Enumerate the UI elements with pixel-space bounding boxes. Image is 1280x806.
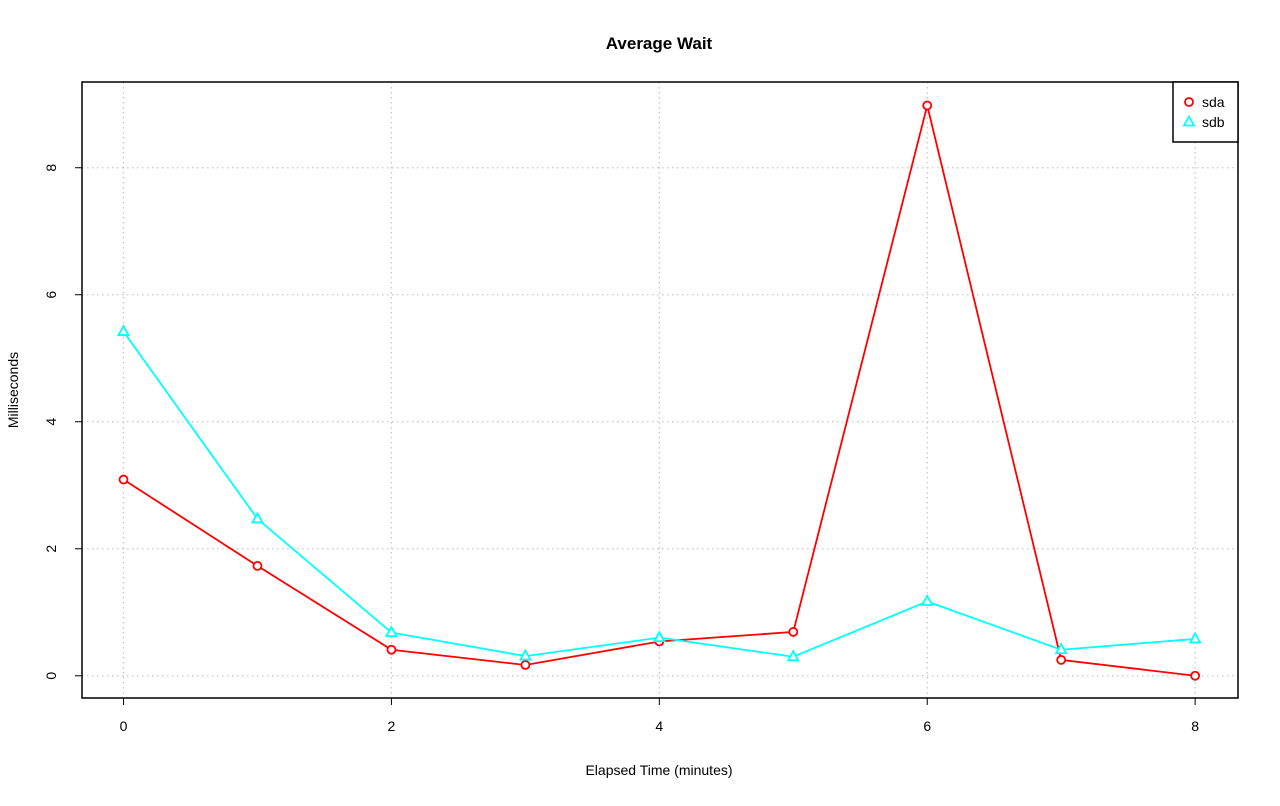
grid <box>82 82 1238 698</box>
data-point-sdb <box>518 648 532 661</box>
x-axis-label: Elapsed Time (minutes) <box>585 762 732 778</box>
data-point-sdb <box>786 649 800 662</box>
data-point-sda <box>118 474 129 485</box>
y-tick-label: 2 <box>43 545 59 553</box>
data-point-sdb <box>920 594 934 606</box>
y-axis-label: Milliseconds <box>5 352 21 428</box>
data-point-sda <box>520 660 531 670</box>
legend-marker-sdb <box>1182 114 1196 127</box>
chart-title: Average Wait <box>606 34 713 53</box>
data-point-sda <box>386 644 397 655</box>
data-point-sda <box>1056 654 1067 665</box>
x-tick-label: 0 <box>120 718 128 734</box>
data-point-sda <box>788 627 799 637</box>
legend-label-sda: sda <box>1202 94 1225 110</box>
legend-box <box>1172 81 1239 143</box>
data-point-sdb <box>1188 631 1202 644</box>
data-point-sdb <box>250 511 265 524</box>
y-tick-label: 8 <box>43 164 59 172</box>
series-group <box>116 100 1202 681</box>
x-tick-label: 4 <box>655 718 663 734</box>
x-tick-label: 2 <box>388 718 396 734</box>
data-point-sda <box>252 561 263 571</box>
legend-marker-sda <box>1184 97 1194 107</box>
data-point-sda <box>922 100 933 111</box>
data-point-sdb <box>1054 642 1068 655</box>
y-tick-label: 6 <box>43 291 59 299</box>
legend: sda sdb <box>1172 81 1239 143</box>
data-point-sda <box>1190 670 1201 681</box>
y-tick-label: 0 <box>43 672 59 680</box>
data-point-sdb <box>116 324 131 336</box>
y-tick-label: 4 <box>43 418 59 426</box>
plot-border <box>81 81 1239 699</box>
x-tick-label: 8 <box>1191 718 1199 734</box>
legend-label-sdb: sdb <box>1202 114 1225 130</box>
x-tick-label: 6 <box>923 718 931 734</box>
data-point-sdb <box>652 630 666 643</box>
series-line-sda <box>123 105 1196 677</box>
data-point-sdb <box>384 625 398 637</box>
